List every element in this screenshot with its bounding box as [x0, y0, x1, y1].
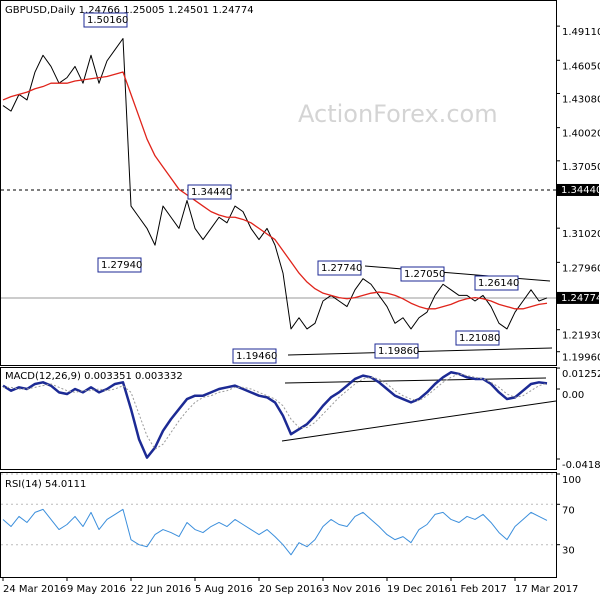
price-pane: [0, 0, 557, 366]
y-tick-label: 30: [562, 546, 575, 557]
x-tick-label: 19 Dec 2016: [387, 584, 451, 595]
x-tick-label: 5 Aug 2016: [195, 584, 253, 595]
price-marker-box: [557, 291, 599, 304]
annotation-box: [83, 12, 128, 28]
x-tick-label: 24 Mar 2016: [3, 584, 66, 595]
x-tick-label: 3 Nov 2016: [323, 584, 381, 595]
trend-line: [284, 377, 547, 384]
y-tick-label: 1.46050: [562, 61, 600, 72]
y-tick-label: -0.041823: [562, 460, 600, 471]
y-tick-label: 1.31020: [562, 229, 600, 240]
annotation-label: 1.21080: [459, 333, 500, 344]
annotation-box: [97, 257, 142, 273]
y-tick-label: 1.21930: [562, 331, 600, 342]
price-marker-label: 1.24774: [561, 293, 600, 304]
annotation-box: [317, 260, 362, 276]
series-line: [2, 508, 548, 556]
annotation-label: 1.27050: [404, 269, 445, 280]
series-line: [2, 371, 548, 459]
y-tick-label: 1.19960: [562, 353, 600, 364]
annotation-box: [455, 330, 500, 346]
annotation-box: [374, 343, 419, 359]
x-tick-label: 22 Jun 2016: [131, 584, 191, 595]
annotation-label: 1.50160: [87, 15, 128, 26]
annotation-label: 1.26140: [478, 278, 519, 289]
y-tick-label: 1.40020: [562, 129, 600, 140]
annotation-label: 1.27740: [321, 263, 362, 274]
annotation-label: 1.19460: [236, 351, 277, 362]
y-tick-label: 100: [562, 475, 581, 486]
x-tick-label: 9 May 2016: [67, 584, 126, 595]
annotation-label: 1.19860: [378, 346, 419, 357]
x-tick-label: 20 Sep 2016: [259, 584, 322, 595]
price-marker-box: [557, 183, 599, 196]
annotation-box: [187, 184, 232, 200]
series-line: [3, 373, 548, 450]
rsi-title: RSI(14) 54.0111: [5, 479, 86, 490]
price-marker-label: 1.34440: [561, 185, 600, 196]
trend-line: [281, 400, 557, 442]
annotation-label: 1.34440: [191, 187, 232, 198]
trend-line: [287, 347, 553, 356]
macd-title: MACD(12,26,9) 0.003351 0.003332: [5, 371, 183, 382]
trend-line: [364, 265, 551, 282]
watermark: ActionForex.com: [298, 100, 498, 128]
annotation-box: [232, 348, 277, 364]
x-tick-label: 1 Feb 2017: [451, 584, 507, 595]
price-title: GBPUSD,Daily 1.24766 1.25005 1.24501 1.2…: [5, 5, 254, 16]
annotation-box: [474, 275, 519, 291]
annotation-box: [400, 266, 445, 282]
y-tick-label: 1.27960: [562, 263, 600, 274]
y-tick-label: 1.43080: [562, 94, 600, 105]
x-tick-label: 17 Mar 2017: [515, 584, 578, 595]
annotation-label: 1.27940: [101, 260, 142, 271]
y-tick-label: 70: [562, 505, 575, 516]
macd-pane: [0, 367, 557, 470]
y-tick-label: 1.37050: [562, 162, 600, 173]
rsi-pane: [0, 472, 557, 578]
y-tick-label: 0.012522: [562, 369, 600, 380]
y-tick-label: 1.49110: [562, 27, 600, 38]
y-tick-label: 0.00: [562, 390, 584, 401]
series-line: [2, 71, 548, 310]
series-line: [2, 38, 548, 330]
